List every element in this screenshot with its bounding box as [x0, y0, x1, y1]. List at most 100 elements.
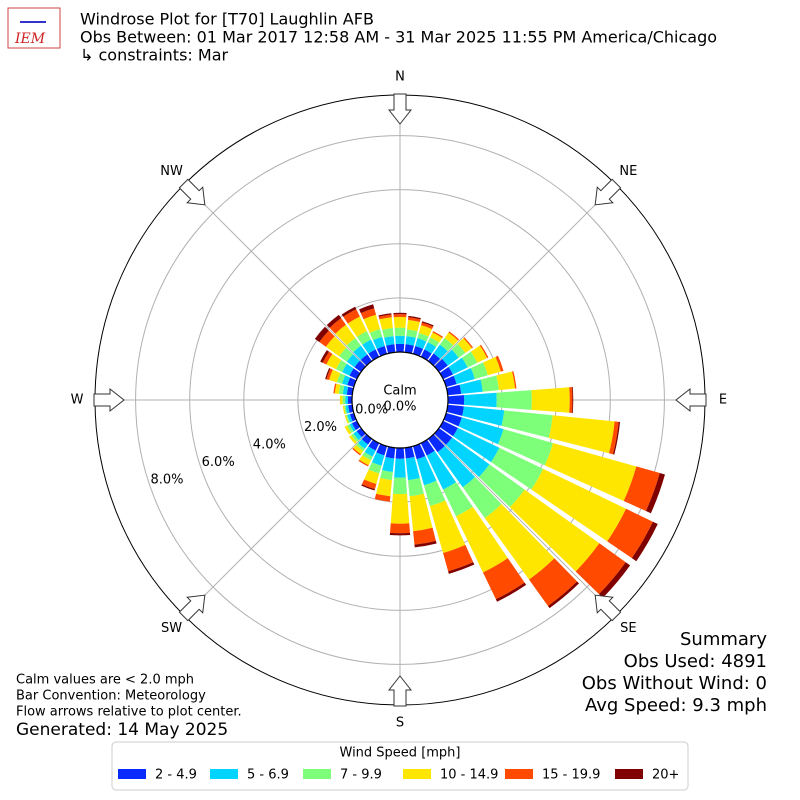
wind-bar [448, 357, 468, 375]
wind-bar [433, 344, 448, 359]
wind-bar [356, 428, 366, 438]
wind-bar [445, 437, 490, 477]
wind-bar [495, 582, 527, 602]
wind-bar [384, 336, 395, 346]
wind-bar [496, 390, 532, 410]
compass-label: N [395, 70, 405, 85]
wind-bar [409, 493, 433, 532]
legend-swatch [303, 769, 331, 779]
wind-bar [394, 327, 406, 336]
compass-label: NW [160, 164, 183, 179]
wind-bar [333, 383, 337, 394]
wind-bar [378, 313, 392, 317]
wind-bar [342, 405, 346, 415]
title-line: Obs Between: 01 Mar 2017 12:58 AM - 31 M… [80, 28, 717, 47]
wind-bar [470, 345, 488, 363]
wind-bar [325, 368, 331, 380]
wind-bar [459, 379, 483, 394]
wind-bar [329, 369, 341, 383]
wind-bar [408, 315, 421, 320]
r-tick-label: 2.0% [304, 420, 337, 435]
wind-bar [544, 443, 637, 502]
wind-bar [380, 470, 393, 481]
wind-bar [390, 493, 410, 524]
compass-label: S [396, 716, 404, 731]
wind-bar [417, 332, 429, 342]
wind-bar [404, 344, 414, 354]
legend-swatch [210, 769, 238, 779]
wind-bar [432, 331, 444, 338]
legend-label: 5 - 6.9 [247, 768, 289, 783]
wind-bar [339, 347, 354, 362]
wind-bar [548, 415, 615, 454]
summary: Obs Used: 4891 [624, 651, 767, 672]
wind-bar [376, 443, 388, 456]
wind-bar [446, 404, 464, 416]
wind-bar [393, 316, 407, 328]
flow-arrow [93, 387, 125, 413]
wind-bar [349, 423, 356, 432]
wind-bar [482, 558, 525, 600]
logo-text: IEM [14, 31, 46, 47]
wind-bar [531, 387, 570, 413]
calm-circle [351, 351, 449, 449]
wind-bar [349, 412, 357, 422]
wind-bar [359, 304, 375, 314]
wind-bar [426, 450, 457, 490]
wind-bar [395, 343, 405, 353]
wind-bar [346, 337, 361, 353]
wind-bar [389, 532, 411, 536]
wind-bar [393, 314, 407, 318]
wind-bar [363, 314, 381, 333]
wind-bar [415, 338, 427, 349]
wind-bar [347, 414, 353, 423]
title-line: ↳ constraints: Mar [80, 46, 228, 65]
wind-bar [457, 338, 472, 354]
wind-bar [512, 371, 517, 389]
wind-bar [421, 321, 434, 327]
wind-bar [428, 434, 445, 453]
flow-arrow [675, 387, 707, 413]
note: Flow arrows relative to plot center. [16, 705, 242, 720]
wind-bar [314, 326, 329, 342]
wind-bar [361, 484, 375, 491]
wind-bar [462, 351, 478, 368]
wind-bar [376, 345, 388, 357]
wind-bar [353, 345, 368, 360]
spoke [433, 433, 617, 617]
summary: Summary [680, 629, 767, 650]
wind-bar [569, 387, 573, 413]
r-tick-label: 6.0% [202, 455, 235, 470]
wind-bar [344, 405, 347, 414]
plot-area [94, 94, 706, 706]
generated: Generated: 14 May 2025 [16, 720, 228, 740]
wind-bar [428, 353, 441, 366]
title-line: Windrose Plot for [T70] Laughlin AFB [80, 10, 374, 29]
wind-bar [443, 544, 474, 572]
wind-bar [342, 395, 346, 405]
wind-bar [319, 330, 335, 347]
summary: Obs Without Wind: 0 [582, 673, 767, 694]
legend-swatch [403, 769, 431, 779]
wind-bar [369, 329, 383, 341]
wind-bar [345, 395, 349, 405]
wind-bar [376, 477, 393, 497]
wind-bar [351, 420, 361, 431]
wind-bar [501, 410, 553, 438]
wind-bar [444, 332, 459, 346]
spoke [433, 183, 617, 367]
logo-frame [7, 7, 61, 49]
legend-label: 7 - 9.9 [340, 768, 382, 783]
wind-bar [414, 540, 437, 548]
wind-bar [348, 435, 357, 444]
wind-bar [623, 466, 660, 512]
wind-bar [347, 396, 353, 404]
wind-bar [352, 447, 361, 456]
wind-bar [386, 344, 396, 354]
calm-label: Calm [383, 384, 416, 399]
legend-box [111, 741, 689, 791]
wind-bar [341, 306, 357, 317]
wind-bar [453, 427, 500, 463]
wind-bar [447, 395, 465, 405]
wind-bar [374, 493, 391, 502]
